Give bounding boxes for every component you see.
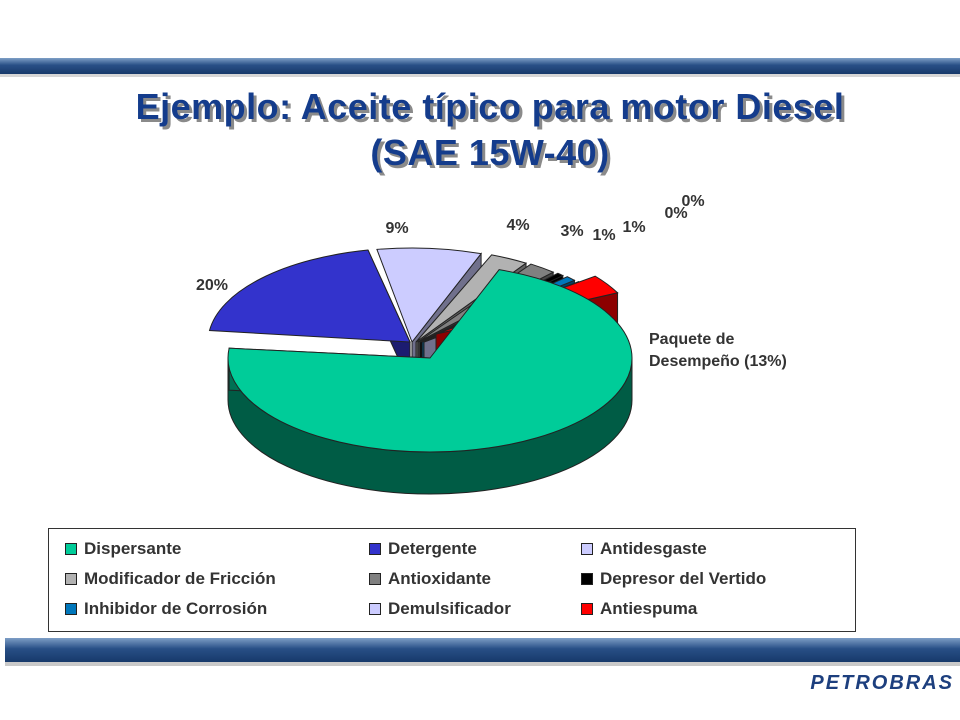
data-label-detergente: 20% xyxy=(196,277,228,294)
slice-top-detergente xyxy=(208,249,411,343)
legend-item-demulsificador: Demulsificador xyxy=(369,599,511,619)
legend-label: Dispersante xyxy=(84,539,182,558)
footer-band-shadow xyxy=(5,662,960,666)
legend-item-dispersante: Dispersante xyxy=(65,539,181,559)
legend-label: Demulsificador xyxy=(388,599,511,618)
slice-top-dispersante xyxy=(227,269,633,453)
data-label-antioxidante: 3% xyxy=(560,223,583,240)
legend-item-antiespuma: Antiespuma xyxy=(581,599,697,619)
annotation-line-1: Paquete de xyxy=(649,331,735,348)
legend-label: Depresor del Vertido xyxy=(600,569,767,588)
legend-swatch xyxy=(369,603,381,615)
legend-item-antidesgaste: Antidesgaste xyxy=(581,539,707,559)
petrobras-logo: PETROBRAS xyxy=(810,672,954,694)
legend-swatch xyxy=(65,573,77,585)
legend-item-inhibidor-de-corrosi-n: Inhibidor de Corrosión xyxy=(65,599,267,619)
data-label-inhibidor-de-corrosi-n: 1% xyxy=(622,219,645,236)
footer-band xyxy=(5,638,960,662)
legend-label: Detergente xyxy=(388,539,477,558)
annotation-line-2: Desempeño (13%) xyxy=(649,353,787,370)
legend-item-depresor-del-vertido: Depresor del Vertido xyxy=(581,569,766,589)
legend-label: Antiespuma xyxy=(600,599,698,618)
data-label-modificador-de-fricci-n: 4% xyxy=(506,217,529,234)
data-label-depresor-del-vertido: 1% xyxy=(592,227,615,244)
legend-item-antioxidante: Antioxidante xyxy=(369,569,491,589)
legend-swatch xyxy=(369,573,381,585)
data-label-antiespuma: 0% xyxy=(681,193,704,210)
legend-item-modificador-de-fricci-n: Modificador de Fricción xyxy=(65,569,276,589)
header-band-shadow xyxy=(0,74,960,77)
page-subtitle: (SAE 15W-40) xyxy=(370,132,610,173)
chart-legend: Dispersante Detergente Antidesgaste Modific… xyxy=(48,528,856,632)
legend-swatch xyxy=(581,603,593,615)
legend-swatch xyxy=(581,573,593,585)
slice-top-antidesgaste xyxy=(376,247,482,344)
page-title: Ejemplo: Aceite típico para motor Diesel xyxy=(135,86,845,127)
header-band xyxy=(0,58,960,74)
performance-package-annotation: Paquete de Desempeño (13%) xyxy=(649,329,859,373)
pie-slices xyxy=(208,247,633,495)
legend-label: Antioxidante xyxy=(388,569,491,588)
legend-swatch xyxy=(65,603,77,615)
slice-dispersante xyxy=(227,269,633,495)
data-label-antidesgaste: 9% xyxy=(385,220,408,237)
legend-swatch xyxy=(581,543,593,555)
legend-item-detergente: Detergente xyxy=(369,539,477,559)
data-label-demulsificador: 0% xyxy=(664,205,687,222)
legend-label: Modificador de Fricción xyxy=(84,569,276,588)
legend-swatch xyxy=(65,543,77,555)
pie-chart: 20% 9% 4% 3% 1% 1% 0%0% xyxy=(196,193,705,495)
legend-label: Inhibidor de Corrosión xyxy=(84,599,268,618)
legend-label: Antidesgaste xyxy=(600,539,707,558)
pie-data-labels: 20% 9% 4% 3% 1% 1% 0%0% xyxy=(196,193,705,294)
legend-swatch xyxy=(369,543,381,555)
